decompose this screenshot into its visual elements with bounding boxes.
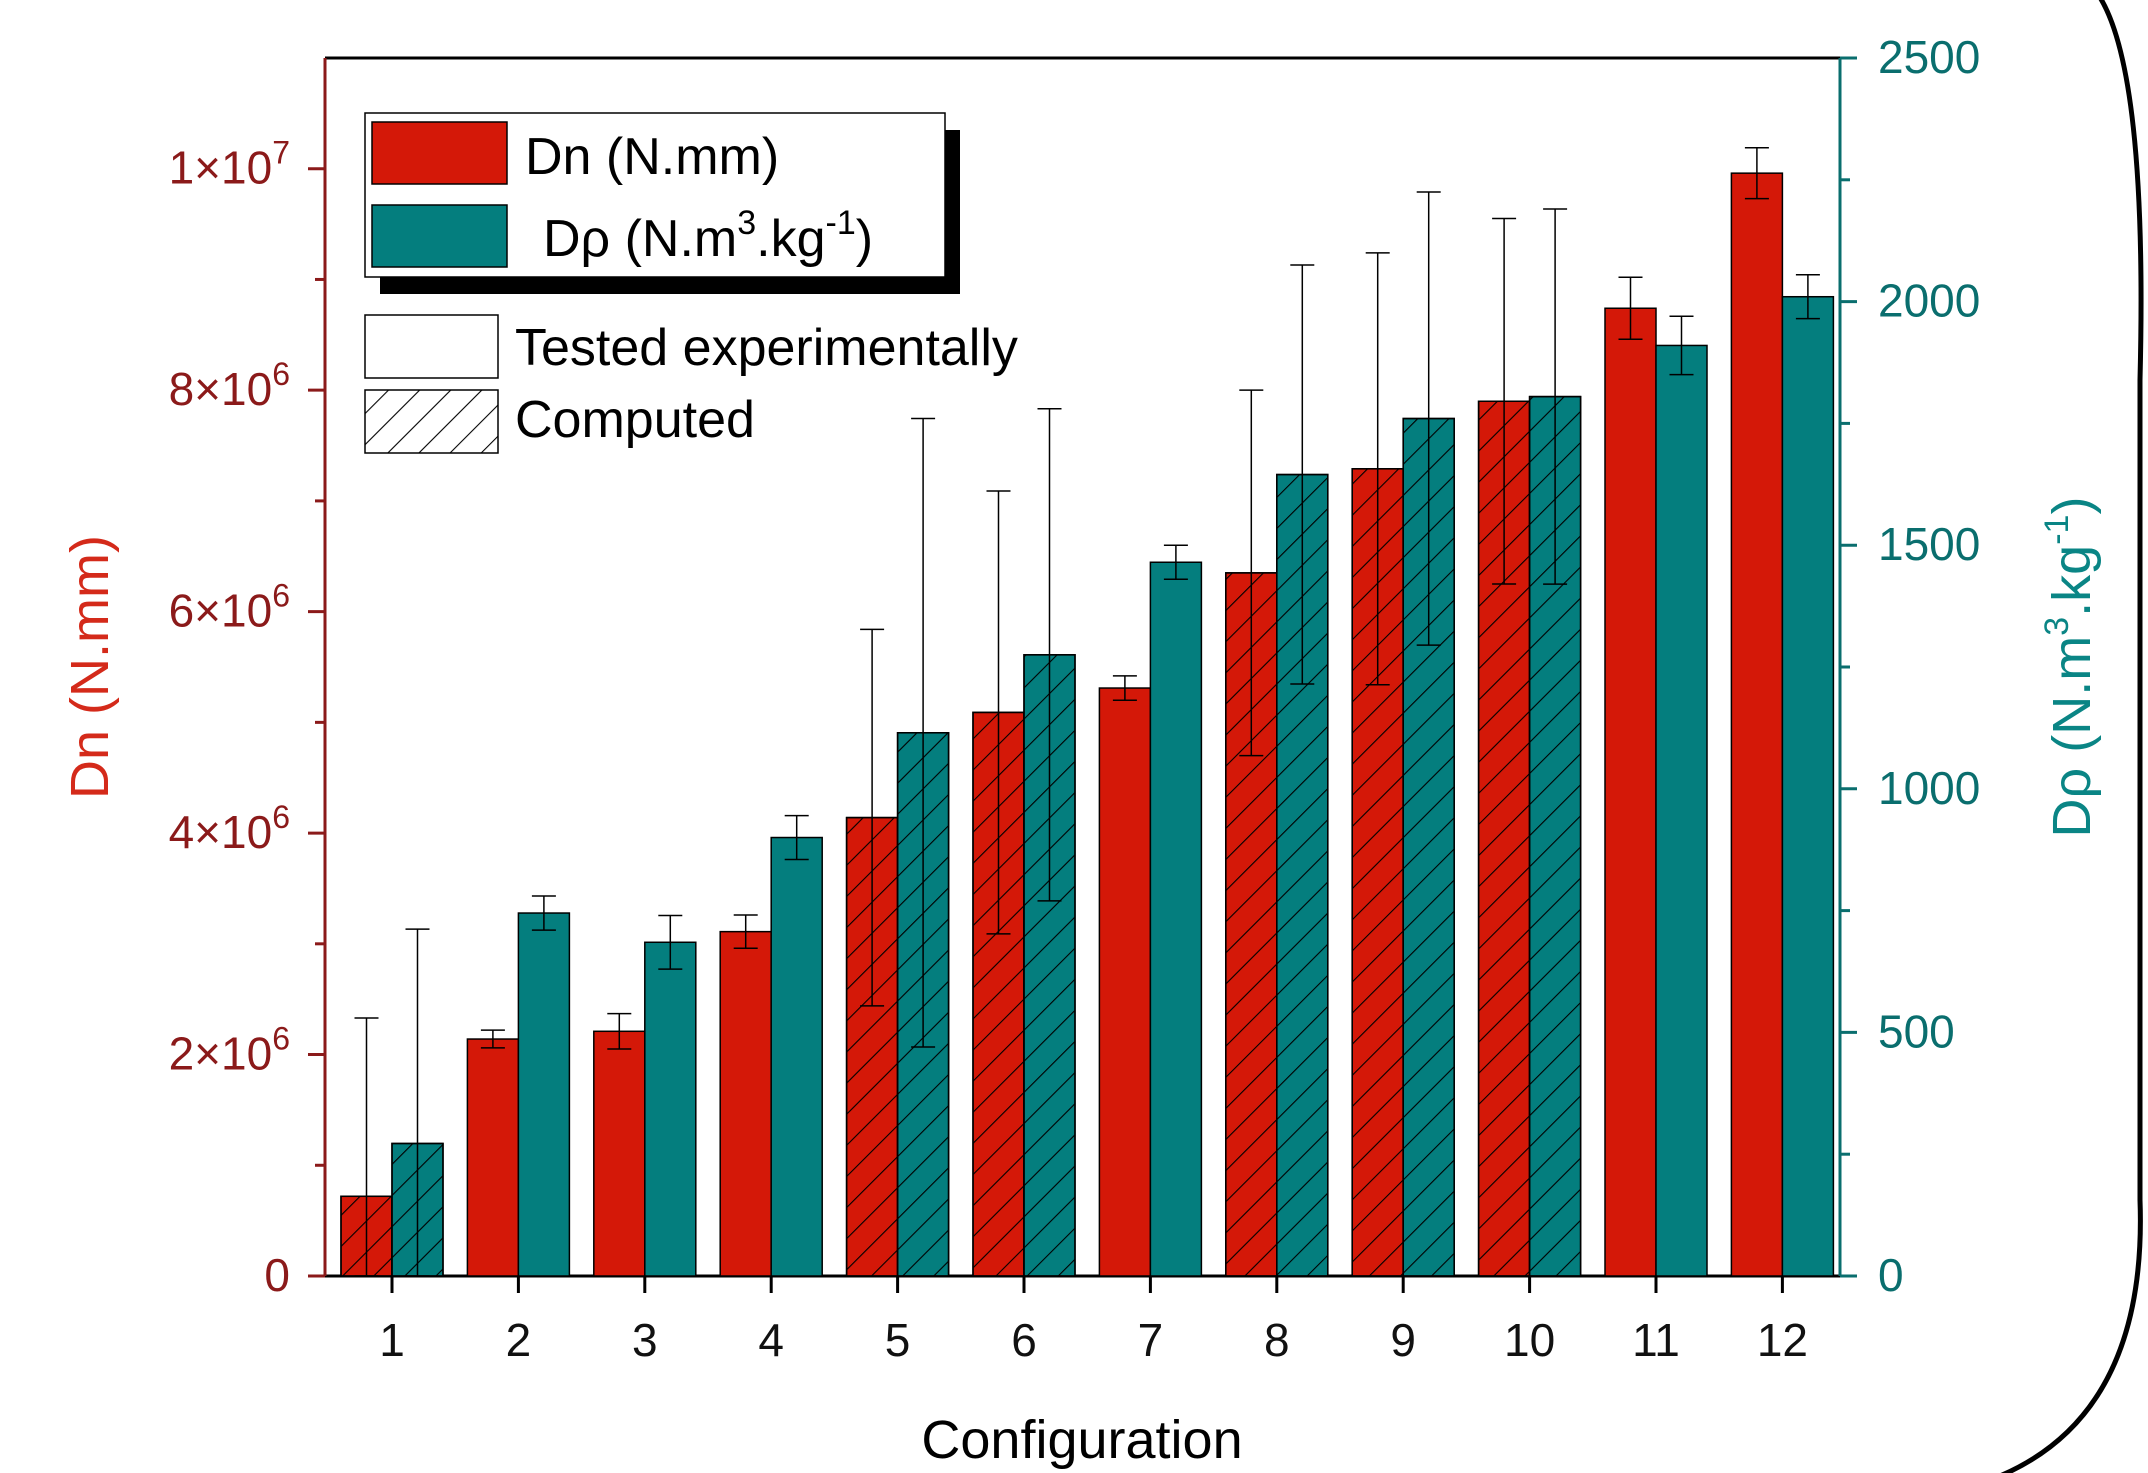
bar-drho-12: [1781, 295, 1835, 1277]
error-bar-dn-6: [986, 490, 1011, 935]
error-bar-dn-1: [354, 1017, 379, 1277]
legend-swatch-drho: [371, 204, 508, 268]
error-bar-drho-8: [1290, 264, 1315, 685]
right-tick-label: 0: [1878, 1249, 1904, 1301]
error-bar-dn-7: [1112, 675, 1137, 701]
bar-dn-4: [719, 930, 772, 1277]
error-bar-drho-2: [531, 895, 556, 931]
right-tick-label: 2000: [1878, 275, 1980, 327]
error-bars-layer: [354, 146, 1820, 1277]
legend-label-drho-sup2: -1: [826, 204, 856, 242]
right-axis-title: Dρ (N.m3.kg-1): [2038, 497, 2102, 838]
error-bar-dn-8: [1239, 389, 1264, 757]
error-bar-dn-3: [607, 1012, 632, 1050]
x-axis-ticks: 1 2 3 4 5 6 7 8 9 10 11 12: [379, 1276, 1808, 1366]
error-bar-dn-2: [480, 1029, 505, 1049]
bar-drho-2: [517, 912, 571, 1277]
error-bar-drho-5: [911, 417, 936, 1048]
right-tick-label: 1000: [1878, 762, 1980, 814]
error-bar-drho-1: [405, 928, 430, 1277]
left-tick-label: 0: [264, 1249, 290, 1301]
legend-label-drho: Dρ (N.m3.kg-1): [543, 204, 873, 268]
x-tick-label: 9: [1390, 1314, 1416, 1366]
error-bar-drho-9: [1416, 191, 1441, 646]
left-tick-label: 8×106: [169, 356, 290, 415]
error-bar-dn-5: [860, 628, 885, 1007]
error-bar-drho-3: [658, 914, 683, 970]
bar-drho-7: [1149, 561, 1203, 1277]
left-tick-label: 6×106: [169, 578, 290, 637]
left-tick-label: 1×107: [169, 135, 290, 194]
legend-label-drho-end: ): [856, 210, 873, 268]
legend-label-drho-sup1: 3: [737, 204, 756, 242]
error-bar-dn-9: [1365, 252, 1390, 686]
error-bar-dn-10: [1492, 217, 1517, 585]
legend: Dn (N.mm) Dρ (N.m3.kg-1) Tested experime…: [364, 112, 1018, 454]
x-tick-label: 7: [1138, 1314, 1164, 1366]
right-axis-ticks: 0 500 1000 1500 2000 2500: [1840, 31, 1980, 1301]
legend-label-dn: Dn (N.mm): [525, 128, 779, 186]
error-bar-drho-11: [1669, 315, 1694, 376]
page-border-curve: [2000, 0, 2144, 1473]
right-axis-title-sup1: 3: [2038, 617, 2076, 636]
error-bar-dn-11: [1618, 276, 1643, 340]
bar-drho-11: [1655, 344, 1708, 1277]
x-tick-label: 12: [1757, 1314, 1808, 1366]
x-tick-label: 8: [1264, 1314, 1290, 1366]
x-tick-label: 6: [1011, 1314, 1037, 1366]
legend-swatch-dn: [371, 121, 508, 185]
right-axis-title-end: ): [2042, 497, 2102, 515]
error-bar-dn-12: [1744, 146, 1769, 200]
error-bar-drho-6: [1037, 408, 1062, 902]
legend-swatch-tested: [364, 314, 499, 379]
bar-dn-12: [1730, 172, 1784, 1277]
error-bar-drho-4: [784, 814, 809, 861]
left-tick-label: 2×106: [169, 1021, 290, 1080]
x-tick-label: 3: [632, 1314, 658, 1366]
bars-layer: [340, 172, 1835, 1277]
x-axis-title: Configuration: [921, 1410, 1242, 1470]
legend-label-tested: Tested experimentally: [515, 319, 1018, 377]
right-axis-title-sup2: -1: [2038, 515, 2076, 545]
x-tick-label: 4: [758, 1314, 784, 1366]
right-axis-title-main: Dρ (N.m: [2042, 636, 2102, 838]
error-bar-drho-7: [1163, 544, 1188, 581]
error-bar-drho-12: [1795, 274, 1820, 320]
right-tick-label: 500: [1878, 1005, 1955, 1057]
x-tick-label: 1: [379, 1314, 405, 1366]
legend-label-drho-mid: .kg: [756, 210, 825, 268]
error-bar-drho-10: [1543, 208, 1568, 585]
right-axis-title-mid: .kg: [2042, 545, 2102, 617]
x-tick-label: 5: [885, 1314, 911, 1366]
right-tick-label: 1500: [1878, 518, 1980, 570]
legend-label-computed: Computed: [515, 391, 755, 449]
legend-swatch-computed: [364, 389, 499, 454]
left-axis-title: Dn (N.mm): [60, 535, 120, 799]
right-tick-label: 2500: [1878, 31, 1980, 83]
bar-dn-3: [593, 1030, 646, 1277]
x-tick-label: 11: [1632, 1314, 1680, 1366]
left-axis-ticks: 0 2×106 4×106 6×106 8×106 1×107: [169, 135, 325, 1301]
bar-dn-2: [466, 1038, 520, 1277]
bar-dn-11: [1604, 307, 1657, 1277]
error-bar-dn-4: [733, 914, 758, 949]
bar-dn-7: [1098, 687, 1152, 1277]
bar-drho-4: [770, 836, 823, 1277]
legend-label-drho-main: Dρ (N.m: [543, 210, 737, 268]
x-tick-label: 10: [1504, 1314, 1555, 1366]
left-tick-label: 4×106: [169, 799, 290, 858]
x-tick-label: 2: [506, 1314, 532, 1366]
bar-drho-3: [644, 941, 697, 1277]
